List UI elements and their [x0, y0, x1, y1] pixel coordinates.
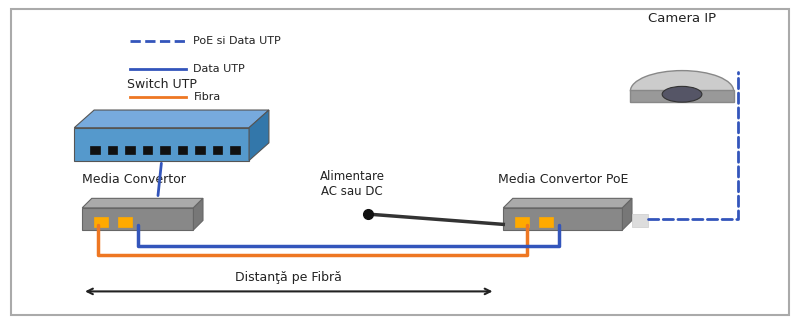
- Polygon shape: [249, 110, 269, 160]
- Bar: [632, 214, 648, 227]
- Polygon shape: [622, 198, 632, 230]
- Polygon shape: [194, 198, 203, 230]
- FancyBboxPatch shape: [82, 208, 194, 230]
- Bar: [90, 146, 100, 154]
- Text: Fibra: Fibra: [194, 92, 221, 102]
- FancyBboxPatch shape: [503, 208, 622, 230]
- Text: Media Convertor PoE: Media Convertor PoE: [498, 173, 628, 186]
- Polygon shape: [503, 198, 632, 208]
- Bar: [195, 146, 205, 154]
- Bar: [108, 146, 117, 154]
- Circle shape: [662, 86, 702, 102]
- Bar: [94, 217, 109, 227]
- Wedge shape: [630, 71, 734, 91]
- FancyBboxPatch shape: [74, 128, 249, 160]
- Text: Distanţă pe Fibră: Distanţă pe Fibră: [235, 271, 342, 283]
- Bar: [515, 217, 530, 227]
- Bar: [118, 217, 132, 227]
- Bar: [142, 146, 152, 154]
- Bar: [539, 217, 554, 227]
- Polygon shape: [74, 110, 269, 128]
- Bar: [630, 90, 734, 102]
- Bar: [178, 146, 187, 154]
- Bar: [125, 146, 134, 154]
- Polygon shape: [82, 198, 203, 208]
- Bar: [230, 146, 239, 154]
- Bar: [160, 146, 170, 154]
- Text: Data UTP: Data UTP: [194, 64, 245, 74]
- Bar: [213, 146, 222, 154]
- Text: PoE si Data UTP: PoE si Data UTP: [194, 36, 281, 46]
- Text: Switch UTP: Switch UTP: [126, 78, 197, 91]
- Text: Media Convertor: Media Convertor: [82, 173, 186, 186]
- Text: Camera IP: Camera IP: [648, 12, 716, 25]
- Text: Alimentare
AC sau DC: Alimentare AC sau DC: [320, 170, 385, 198]
